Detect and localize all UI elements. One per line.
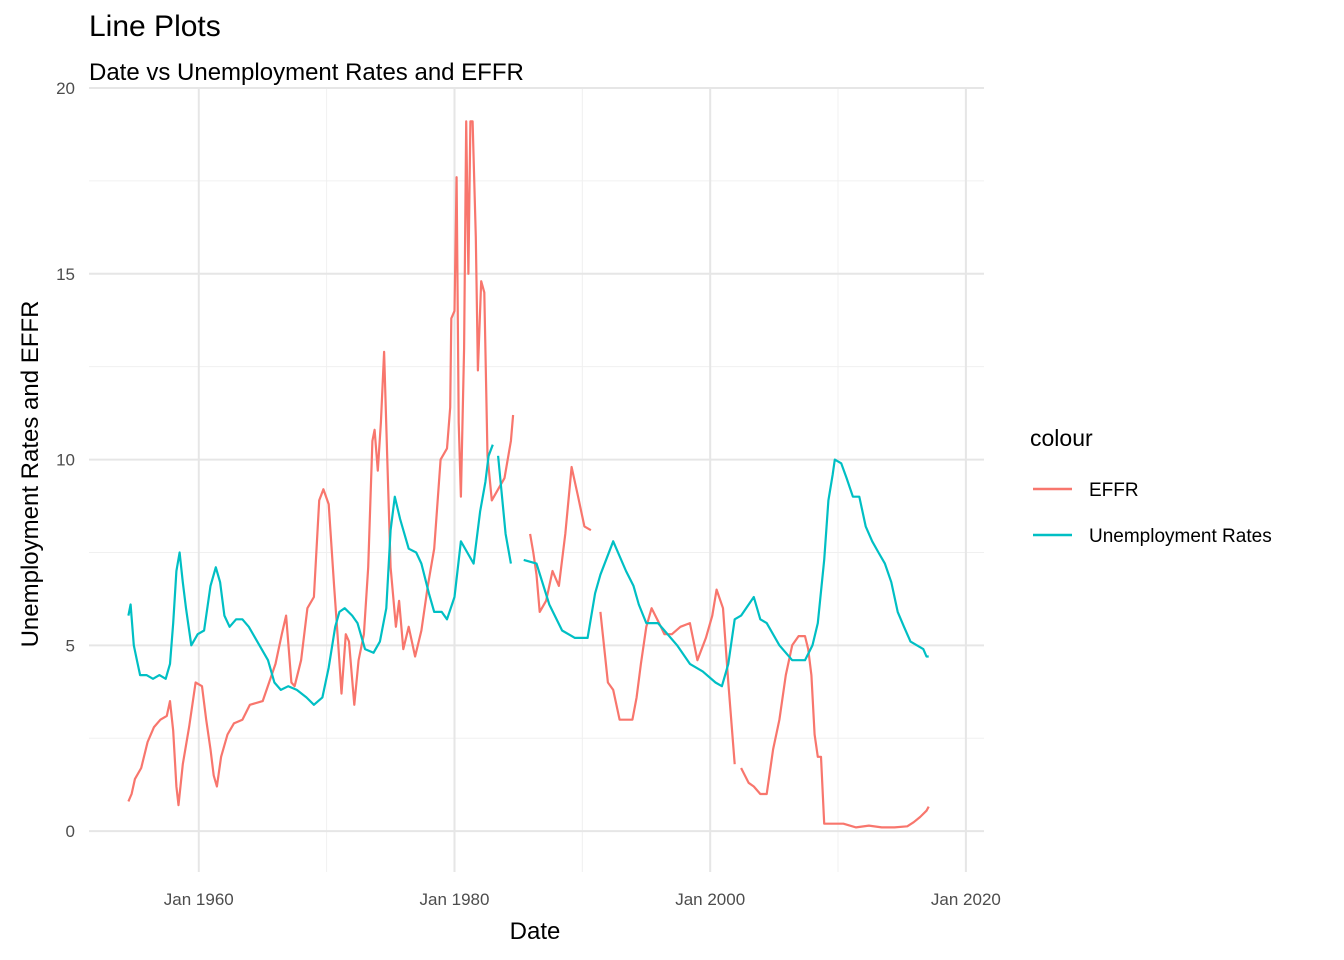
legend: colour EFFR Unemployment Rates xyxy=(1030,425,1272,547)
chart-title: Line Plots xyxy=(89,10,221,43)
legend-label-unemployment-rates: Unemployment Rates xyxy=(1089,526,1272,547)
y-axis-title: Unemployment Rates and EFFR xyxy=(17,301,44,648)
x-tick-labels: Jan 1960 Jan 1980 Jan 2000 Jan 2020 xyxy=(164,890,1001,909)
series-line-unemployment-rates xyxy=(127,444,929,706)
series-line-effr xyxy=(127,120,930,829)
x-tick-label: Jan 2000 xyxy=(675,890,745,909)
x-tick-label: Jan 1960 xyxy=(164,890,234,909)
x-tick-label: Jan 2020 xyxy=(931,890,1001,909)
chart-subtitle: Date vs Unemployment Rates and EFFR xyxy=(89,59,524,86)
y-tick-labels: 0 5 10 15 20 xyxy=(56,79,75,841)
y-tick-label: 0 xyxy=(66,822,75,841)
x-tick-label: Jan 1980 xyxy=(420,890,490,909)
series-layer xyxy=(127,120,930,829)
y-tick-label: 10 xyxy=(56,451,75,470)
legend-label-effr: EFFR xyxy=(1089,480,1139,501)
grid-major xyxy=(89,87,984,872)
y-tick-label: 5 xyxy=(66,636,75,655)
y-tick-label: 15 xyxy=(56,265,75,284)
grid-minor xyxy=(89,88,984,872)
x-axis-title: Date xyxy=(510,918,561,945)
legend-title: colour xyxy=(1030,425,1093,451)
y-tick-label: 20 xyxy=(56,79,75,98)
